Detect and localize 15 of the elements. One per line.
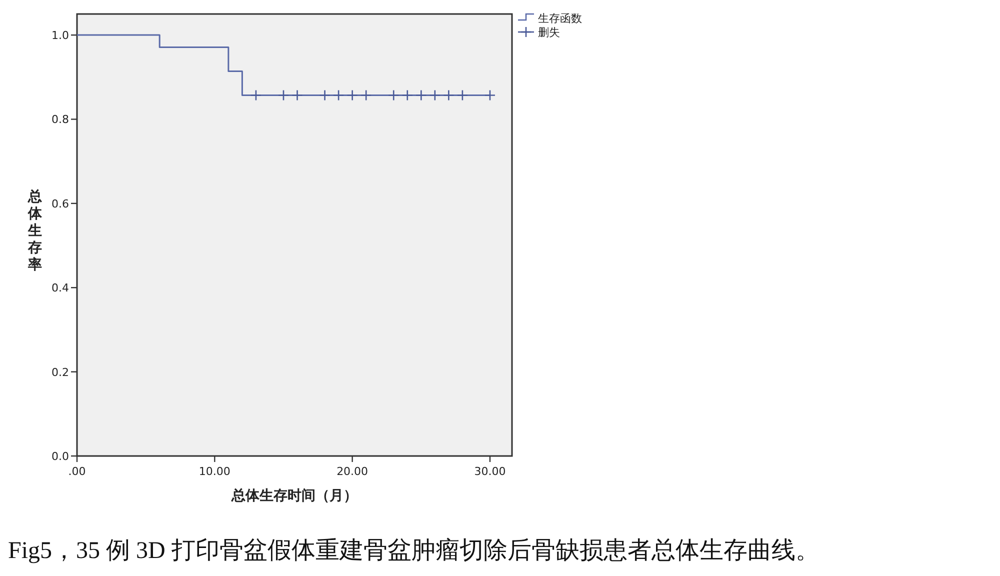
y-tick-label: 0.8 <box>52 113 69 126</box>
y-tick-label: 0.6 <box>52 197 69 210</box>
x-axis-title: 总体生存时间（月） <box>230 488 358 504</box>
x-tick-label: 20.00 <box>336 465 368 478</box>
y-tick-label: 0.2 <box>52 366 69 379</box>
y-tick-label: 0.0 <box>52 450 69 463</box>
x-tick-label: .00 <box>68 465 86 478</box>
y-axis-title: 总体生存率 <box>27 189 43 273</box>
legend-label: 删失 <box>538 26 560 39</box>
caption: Fig5，35 例 3D 打印骨盆假体重建骨盆肿瘤切除后骨缺损患者总体生存曲线。 <box>8 537 820 564</box>
legend-label: 生存函数 <box>538 12 582 25</box>
y-tick-label: 1.0 <box>52 29 69 42</box>
x-tick-label: 30.00 <box>474 465 506 478</box>
y-tick-label: 0.4 <box>52 282 69 295</box>
x-tick-label: 10.00 <box>198 465 230 478</box>
